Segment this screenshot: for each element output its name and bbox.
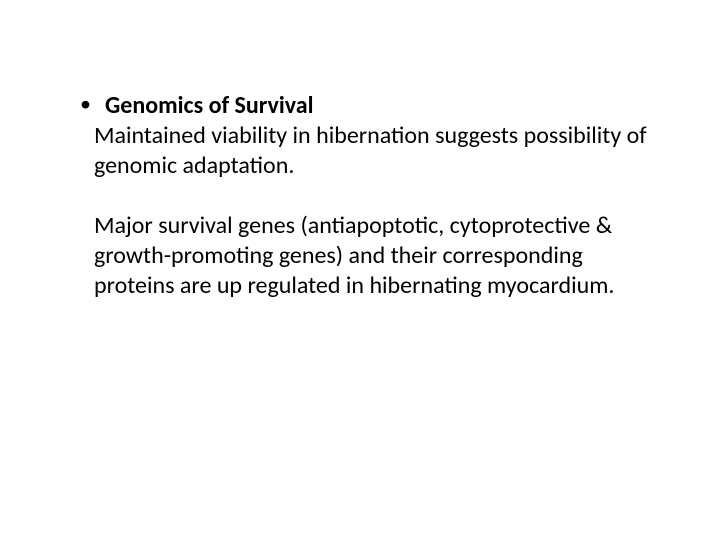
bullet-item: • Genomics of Survival [80, 90, 660, 121]
bullet-heading: Genomics of Survival [105, 90, 314, 121]
paragraph-gap [60, 181, 660, 211]
slide-container: • Genomics of Survival Maintained viabil… [0, 0, 720, 540]
paragraph-2: Major survival genes (antiapoptotic, cyt… [94, 211, 660, 301]
paragraph-1: Maintained viability in hibernation sugg… [94, 121, 660, 181]
bullet-marker: • [80, 90, 91, 119]
